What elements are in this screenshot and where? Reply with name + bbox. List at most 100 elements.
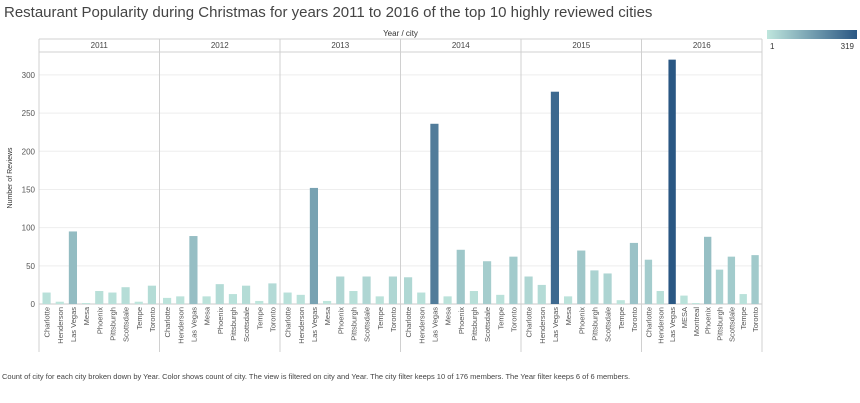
- y-tick-label: 100: [22, 224, 36, 233]
- bar: [550, 91, 559, 304]
- x-tick-label: Toronto: [389, 307, 398, 332]
- x-tick-label: Henderson: [56, 307, 65, 344]
- bar: [417, 292, 426, 304]
- bar: [404, 277, 413, 304]
- x-tick-label: Las Vegas: [189, 307, 198, 342]
- x-tick-label: Toronto: [268, 307, 277, 332]
- x-tick-label: Tempe: [376, 307, 385, 330]
- x-tick-label: Mesa: [203, 306, 212, 325]
- color-legend-min: 1: [770, 42, 775, 51]
- x-tick-label: Phoenix: [577, 307, 586, 334]
- bar: [68, 231, 77, 304]
- x-tick-label: Pittsburgh: [470, 307, 479, 341]
- x-tick-label: Tempe: [255, 307, 264, 330]
- x-tick-label: Henderson: [656, 307, 665, 344]
- x-tick-label: Tempe: [496, 307, 505, 330]
- x-tick-label: Henderson: [417, 307, 426, 344]
- bar: [296, 294, 305, 304]
- bar: [469, 291, 478, 304]
- x-tick-label: Phoenix: [95, 307, 104, 334]
- color-legend: 1 319: [767, 30, 857, 51]
- chart-title: Restaurant Popularity during Christmas f…: [4, 4, 653, 21]
- bar: [189, 236, 198, 304]
- bar: [309, 187, 318, 304]
- x-tick-label: Las Vegas: [310, 307, 319, 342]
- bar: [727, 256, 736, 304]
- x-tick-label: Phoenix: [216, 307, 225, 334]
- x-tick-label: Tempe: [617, 307, 626, 330]
- bar: [668, 59, 676, 304]
- bar: [82, 303, 91, 304]
- y-tick-label: 50: [26, 262, 35, 271]
- bar: [629, 242, 638, 304]
- x-tick-label: Henderson: [297, 307, 306, 344]
- bar: [108, 292, 117, 304]
- x-tick-label: Henderson: [176, 307, 185, 344]
- x-tick-label: Toronto: [148, 307, 157, 332]
- column-header: Year / city: [383, 29, 418, 38]
- bar: [644, 259, 653, 304]
- bar: [739, 294, 747, 304]
- bar: [147, 285, 156, 304]
- bar: [590, 270, 599, 304]
- bar: [537, 284, 546, 304]
- panel-year-label: 2012: [211, 41, 229, 50]
- panel-year-label: 2013: [331, 41, 349, 50]
- x-tick-label: Tempe: [739, 307, 748, 330]
- x-tick-label: Charlotte: [525, 307, 534, 337]
- x-tick-label: Henderson: [538, 307, 547, 344]
- x-tick-label: Las Vegas: [69, 307, 78, 342]
- bar: [715, 269, 724, 304]
- bar: [483, 261, 492, 304]
- bar: [349, 291, 358, 304]
- bar: [692, 303, 700, 304]
- x-tick-label: Scottsdale: [483, 307, 492, 342]
- bar: [323, 300, 332, 304]
- x-tick-label: MESA: [680, 307, 689, 328]
- x-tick-label: Scottsdale: [363, 307, 372, 342]
- bar: [496, 294, 505, 304]
- bar: [577, 250, 586, 304]
- bar: [42, 292, 51, 304]
- x-tick-label: Phoenix: [704, 307, 713, 334]
- bar: [680, 295, 688, 304]
- x-tick-label: Tempe: [135, 307, 144, 330]
- y-tick-label: 0: [31, 300, 36, 309]
- bar: [456, 249, 465, 304]
- bar: [751, 255, 759, 304]
- x-tick-label: Scottsdale: [242, 307, 251, 342]
- bar: [524, 276, 533, 304]
- color-legend-max: 319: [840, 42, 854, 51]
- bar: [375, 296, 384, 304]
- x-tick-label: Charlotte: [644, 307, 653, 337]
- bar: [228, 294, 237, 304]
- x-tick-label: Scottsdale: [604, 307, 613, 342]
- bar: [564, 296, 573, 304]
- x-tick-label: Charlotte: [163, 307, 172, 337]
- bar: [616, 300, 625, 304]
- bar: [255, 300, 264, 304]
- bar: [215, 284, 224, 304]
- bar: [134, 301, 143, 304]
- bar: [509, 256, 518, 304]
- bar: [443, 296, 452, 304]
- color-legend-gradient: [767, 30, 857, 39]
- bar: [283, 292, 292, 304]
- y-tick-label: 300: [22, 71, 36, 80]
- x-tick-label: Charlotte: [404, 307, 413, 337]
- x-tick-label: Scottsdale: [727, 307, 736, 342]
- y-axis-title: Number of Reviews: [7, 147, 14, 209]
- x-tick-label: Phoenix: [336, 307, 345, 334]
- x-tick-label: Las Vegas: [551, 307, 560, 342]
- x-tick-label: Pittsburgh: [349, 307, 358, 341]
- bar: [242, 285, 251, 304]
- panel-year-label: 2014: [452, 41, 470, 50]
- x-tick-label: Toronto: [751, 307, 760, 332]
- x-tick-label: Mesa: [444, 306, 453, 325]
- x-tick-label: Pittsburgh: [229, 307, 238, 341]
- bar: [202, 296, 211, 304]
- x-tick-label: Pittsburgh: [108, 307, 117, 341]
- panel-year-label: 2015: [572, 41, 590, 50]
- bar: [704, 236, 712, 304]
